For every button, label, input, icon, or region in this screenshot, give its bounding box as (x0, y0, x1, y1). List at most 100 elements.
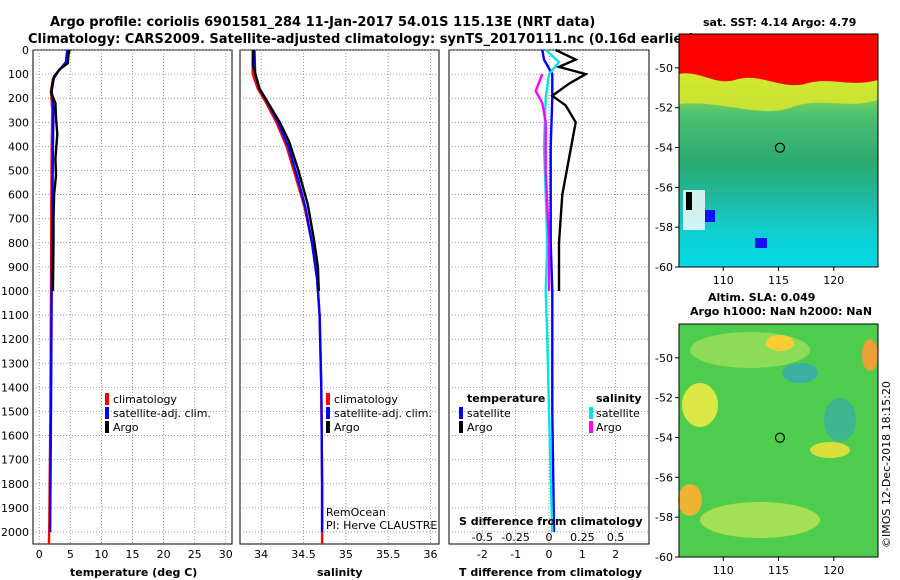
legend-swatch-satellite-adj (326, 407, 330, 419)
salinity-panel: 34 34.5 35 35.5 36 salinity climatology sate… (239, 49, 440, 579)
legend-label-climatology: climatology (113, 393, 177, 406)
salinity-diff-tick-label: -0.25 (501, 531, 529, 544)
sla-map-panel: Altim. SLA: 0.049 Argo h1000: NaN h2000:… (655, 291, 879, 577)
lat-tick-label: -58 (655, 221, 673, 234)
x-tick-label: 34 (254, 548, 268, 561)
temperature-panel: 0100200300400500600700800900100011001200… (1, 44, 233, 579)
lat-tick-label: -56 (655, 181, 673, 194)
remocean-note: RemOcean (326, 506, 386, 519)
x-tick-label: 20 (157, 548, 171, 561)
legend-label-argo: Argo (113, 421, 139, 434)
depth-tick-label: 300 (8, 116, 29, 129)
salinity-diff-tick-label: 0.5 (607, 531, 625, 544)
sst-blue-patch (755, 238, 767, 248)
salinity-diff-tick-label: 0.25 (570, 531, 595, 544)
legend-swatch-temp-satellite (459, 407, 463, 419)
depth-tick-label: 0 (22, 44, 29, 57)
depth-tick-label: 2000 (1, 526, 29, 539)
legend-swatch-temp-argo (459, 421, 463, 433)
salinity-plot-frame (239, 49, 440, 545)
lon-tick-label: 110 (713, 274, 734, 287)
depth-tick-label: 1800 (1, 478, 29, 491)
x-tick-label: 34.5 (291, 548, 316, 561)
depth-tick-label: 1600 (1, 430, 29, 443)
lon-tick-label: 120 (823, 564, 844, 577)
lat-tick-label: -50 (655, 352, 673, 365)
x-tick-label: 36 (424, 548, 438, 561)
depth-tick-label: 100 (8, 68, 29, 81)
legend-label-climatology: climatology (334, 393, 398, 406)
series-temperature-satellite (541, 49, 556, 533)
sst-lat-ticks: -50 -52 -54 -56 -58 -60 (655, 62, 679, 274)
sla-low-blob (824, 398, 856, 442)
salinity-diff-ticks: -0.5 -0.25 0 0.25 0.5 (472, 531, 625, 544)
depth-tick-label: 1400 (1, 381, 29, 394)
sla-high-blob (678, 484, 702, 516)
depth-tick-label: 1200 (1, 333, 29, 346)
legend-label-temp-satellite: satellite (467, 407, 511, 420)
x-tick-label: 10 (94, 548, 108, 561)
depth-tick-label: 400 (8, 140, 29, 153)
salinity-diff-tick-label: -0.5 (472, 531, 493, 544)
legend-swatch-sal-argo (589, 421, 593, 433)
sst-map-title: sat. SST: 4.14 Argo: 4.79 (703, 16, 856, 29)
imos-watermark: ©IMOS 12-Dec-2018 18:15:20 (880, 381, 893, 548)
sla-lat-ticks: -50 -52 -54 -56 -58 -60 (655, 352, 679, 564)
legend-title-salinity: salinity (596, 392, 642, 405)
sla-high-blob (682, 383, 718, 427)
depth-tick-label: 900 (8, 261, 29, 274)
title-line-2: Climatology: CARS2009. Satellite-adjuste… (28, 32, 695, 47)
sla-argo-location-marker (774, 432, 786, 443)
x-tick-label: -1 (510, 548, 521, 561)
legend-label-sal-argo: Argo (596, 421, 622, 434)
depth-tick-label: 500 (8, 164, 29, 177)
salinity-x-ticks: 34 34.5 35 35.5 36 (254, 548, 437, 561)
difference-x-ticks: -2 -1 0 1 2 (477, 548, 619, 561)
series-argo (49, 49, 71, 292)
depth-ticks: 0 100 200 300 400 500 600 700 800 900 1000 1100 1200… (1, 44, 29, 539)
x-tick-label: 35.5 (376, 548, 401, 561)
sst-map-panel: sat. SST: 4.14 Argo: 4.79 -50-52-54-56-5… (655, 16, 879, 287)
lat-tick-label: -52 (655, 102, 673, 115)
sla-field-blob (700, 502, 820, 538)
series-salinity-argo (534, 73, 551, 291)
lat-tick-label: -60 (655, 261, 673, 274)
salinity-x-label: salinity (317, 566, 363, 579)
title-line-1: Argo profile: coriolis 6901581_284 11-Ja… (50, 15, 595, 30)
sst-lon-ticks: 110 115 120 (713, 267, 844, 287)
x-tick-label: -2 (477, 548, 488, 561)
legend-title-temperature: temperature (467, 392, 545, 405)
lat-tick-label: -54 (655, 432, 673, 445)
depth-tick-label: 700 (8, 213, 29, 226)
x-tick-label: 2 (612, 548, 619, 561)
temperature-x-ticks: 0 5 10 15 20 25 30 (36, 548, 233, 561)
lon-tick-label: 115 (768, 274, 789, 287)
x-tick-label: 0 (36, 548, 43, 561)
lat-tick-label: -58 (655, 511, 673, 524)
salinity-series (251, 49, 324, 544)
difference-legend: temperature salinity satellite Argo sate… (459, 392, 642, 434)
x-tick-label: 0 (546, 548, 553, 561)
series-argo (251, 49, 320, 292)
sla-low-blob (782, 363, 818, 383)
legend-label-satellite-adj: satellite-adj. clim. (113, 407, 211, 420)
depth-tick-label: 1300 (1, 357, 29, 370)
legend-swatch-climatology (105, 393, 109, 405)
x-tick-label: 15 (126, 548, 140, 561)
temperature-grid (33, 49, 232, 544)
legend-label-argo: Argo (334, 421, 360, 434)
sst-warm-region (679, 34, 878, 86)
legend-label-satellite-adj: satellite-adj. clim. (334, 407, 432, 420)
lat-tick-label: -54 (655, 142, 673, 155)
sla-map-title-2: Argo h1000: NaN h2000: NaN (690, 305, 872, 318)
legend-label-temp-argo: Argo (467, 421, 493, 434)
x-tick-label: 35 (339, 548, 353, 561)
depth-tick-label: 1100 (1, 309, 29, 322)
depth-tick-label: 1700 (1, 454, 29, 467)
temperature-legend: climatology satellite-adj. clim. Argo (105, 393, 211, 434)
sla-lon-ticks: 110 115 120 (713, 557, 844, 577)
depth-tick-label: 600 (8, 189, 29, 202)
difference-panel: -2 -1 0 1 2 -0.5 -0.25 0 0.25 0.5 S difference f… (448, 48, 650, 579)
pi-note: PI: Herve CLAUSTRE (326, 519, 437, 532)
depth-tick-label: 1500 (1, 405, 29, 418)
